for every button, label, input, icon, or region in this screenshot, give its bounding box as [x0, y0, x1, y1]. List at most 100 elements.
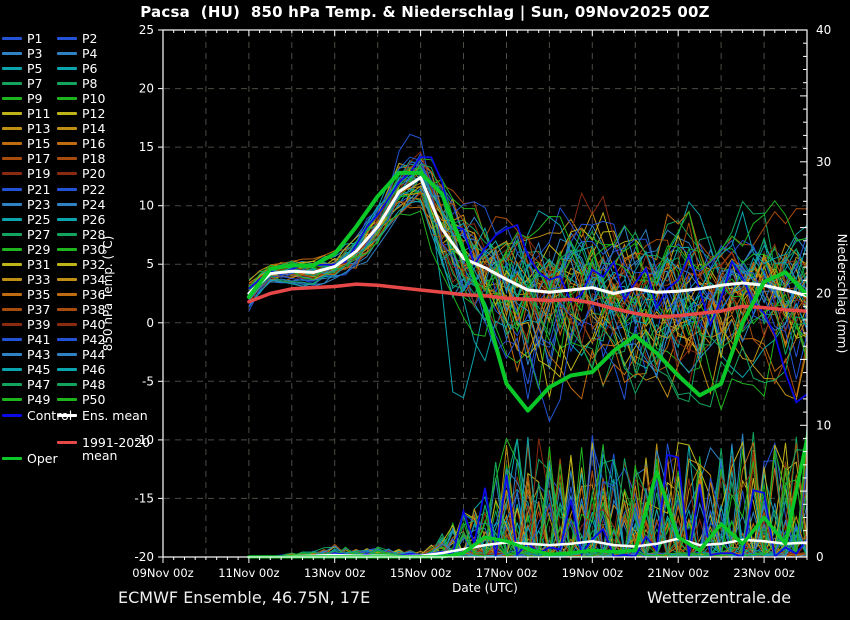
- legend-item-p7: P7: [2, 77, 43, 90]
- legend-item-p38-label: P38: [82, 302, 106, 317]
- member-temp-line: [248, 163, 807, 408]
- right-axis-title: Niederschlag (mm): [835, 234, 850, 354]
- legend-item-p21-label: P21: [27, 182, 51, 197]
- member-temp-line: [248, 171, 807, 377]
- legend-item-p33-label: P33: [27, 272, 51, 287]
- legend-item-p39: P39: [2, 318, 50, 331]
- legend-item-p47-swatch: [2, 383, 22, 386]
- member-temp-line: [248, 200, 807, 325]
- legend-item-p7-swatch: [2, 82, 22, 85]
- legend-item-p49-label: P49: [27, 392, 51, 407]
- legend-item-p34: P34: [57, 273, 105, 286]
- legend-item-p24: P24: [57, 198, 105, 211]
- legend-item-p13-swatch: [2, 127, 22, 130]
- date-tick-label: 23Nov 00z: [733, 566, 794, 580]
- legend-item-oper: Oper: [2, 452, 58, 465]
- legend-item-p23-swatch: [2, 203, 22, 206]
- legend-item-p28-label: P28: [82, 227, 106, 242]
- legend-item-p33-swatch: [2, 278, 22, 281]
- legend-item-oper-label: Oper: [27, 451, 58, 466]
- legend-item-p37: P37: [2, 303, 50, 316]
- member-temp-line: [248, 192, 807, 362]
- legend-item-p16-swatch: [57, 142, 77, 145]
- date-tick-label: 19Nov 00z: [562, 566, 623, 580]
- legend-item-p20-label: P20: [82, 166, 106, 181]
- legend-item-p30-label: P30: [82, 242, 106, 257]
- legend-item-p19: P19: [2, 167, 50, 180]
- legend-item-p24-label: P24: [82, 197, 106, 212]
- ens-mean-precip-line: [247, 537, 807, 559]
- left-tick-label: -20: [134, 550, 154, 564]
- legend-item-p36-swatch: [57, 293, 77, 296]
- legend-item-p48-swatch: [57, 383, 77, 386]
- brand-label: Wetterzentrale.de: [647, 588, 792, 607]
- legend-item-p1-label: P1: [27, 31, 43, 46]
- legend-item-p9-swatch: [2, 97, 22, 100]
- axis-labels: 25 20 15 10 5 0 -5 -10 -15 -20 40 30 20 10 0 09Nov 00z 1…: [101, 23, 850, 595]
- legend-item-p29-label: P29: [27, 242, 51, 257]
- member-temp-line: [248, 152, 807, 331]
- legend-item-p31-label: P31: [27, 257, 51, 272]
- legend-item-p5: P5: [2, 62, 43, 75]
- legend-item-p36: P36: [57, 288, 105, 301]
- legend-item-control-swatch: [2, 414, 22, 417]
- legend-item-p38: P38: [57, 303, 105, 316]
- left-tick-label: -10: [134, 433, 154, 447]
- legend-item-climate-mean: 1991-2020 mean: [57, 436, 150, 462]
- legend-item-p10: P10: [57, 92, 105, 105]
- ens-mean-temp-line: [247, 176, 807, 298]
- legend-item-p16-label: P16: [82, 136, 106, 151]
- right-tick-label: 20: [816, 287, 831, 301]
- legend-item-ens-mean-label: Ens. mean: [82, 408, 148, 423]
- legend-item-p20: P20: [57, 167, 105, 180]
- member-temp-line: [248, 159, 807, 400]
- legend-item-p13: P13: [2, 122, 50, 135]
- legend-item-p15-label: P15: [27, 136, 51, 151]
- legend-item-p46-swatch: [57, 368, 77, 371]
- legend-item-ens-mean: Ens. mean: [57, 409, 148, 422]
- legend-item-p41-label: P41: [27, 332, 51, 347]
- legend-item-p44-label: P44: [82, 347, 106, 362]
- legend-item-p35: P35: [2, 288, 50, 301]
- legend-item-p31: P31: [2, 258, 50, 271]
- legend-item-p20-swatch: [57, 172, 77, 175]
- legend-item-control: Control: [2, 409, 72, 422]
- legend-item-p29: P29: [2, 243, 50, 256]
- legend-item-p4: P4: [57, 47, 98, 60]
- legend-item-p18: P18: [57, 152, 105, 165]
- legend-item-p22-swatch: [57, 188, 77, 191]
- legend-item-p50-swatch: [57, 398, 77, 401]
- legend-item-p28-swatch: [57, 233, 77, 236]
- legend-item-p7-label: P7: [27, 76, 43, 91]
- legend-item-p24-swatch: [57, 203, 77, 206]
- model-info: ECMWF Ensemble, 46.75N, 17E: [118, 588, 371, 607]
- legend-item-p43: P43: [2, 348, 50, 361]
- legend-item-p34-swatch: [57, 278, 77, 281]
- legend-item-p4-label: P4: [82, 46, 98, 61]
- legend-item-p1-swatch: [2, 37, 22, 40]
- legend-item-p36-label: P36: [82, 287, 106, 302]
- legend-item-control-label: Control: [27, 408, 73, 423]
- legend-item-p9: P9: [2, 92, 43, 105]
- legend-item-p10-label: P10: [82, 91, 106, 106]
- legend-item-p3: P3: [2, 47, 43, 60]
- legend-item-p32-label: P32: [82, 257, 106, 272]
- legend-item-p27-swatch: [2, 233, 22, 236]
- legend-item-p35-label: P35: [27, 287, 51, 302]
- legend-item-p1: P1: [2, 32, 43, 45]
- legend-item-p3-label: P3: [27, 46, 43, 61]
- left-tick-label: 15: [139, 140, 154, 154]
- legend-item-p42-swatch: [57, 338, 77, 341]
- legend-item-p11-label: P11: [27, 106, 51, 121]
- left-axis-title: 850 hPa Temp. (°C): [101, 236, 115, 352]
- legend-item-p2-label: P2: [82, 31, 98, 46]
- legend-item-p41-swatch: [2, 338, 22, 341]
- legend-item-p48: P48: [57, 378, 105, 391]
- legend-item-p16: P16: [57, 137, 105, 150]
- ensemble-series: [246, 133, 807, 559]
- legend-item-p2: P2: [57, 32, 98, 45]
- date-tick-label: 15Nov 00z: [390, 566, 451, 580]
- x-axis-title: Date (UTC): [452, 581, 518, 595]
